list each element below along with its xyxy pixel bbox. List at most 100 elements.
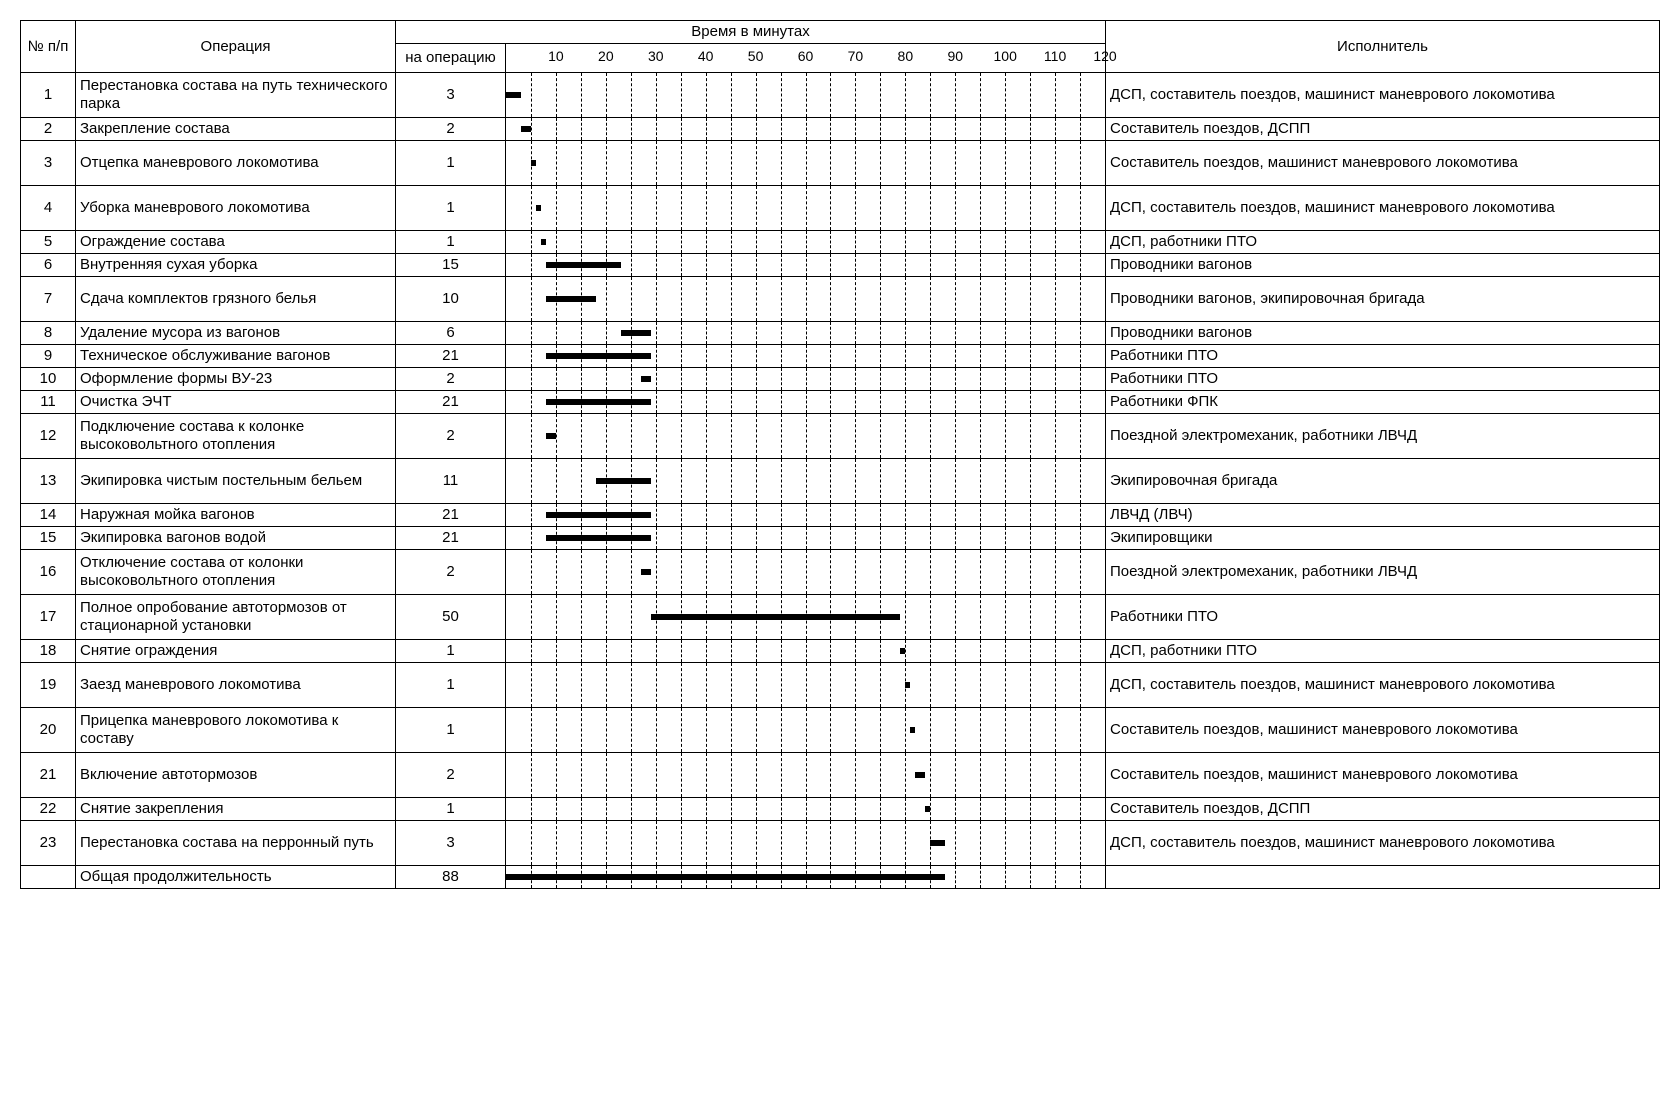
table-row: 17Полное опробование автотормозов от ста… xyxy=(21,595,1660,640)
duration-value: 3 xyxy=(396,821,506,866)
row-number: 17 xyxy=(21,595,76,640)
header-per-op: на операцию xyxy=(396,44,506,73)
duration-value: 50 xyxy=(396,595,506,640)
table-row: 2Закрепление состава2Составитель поездов… xyxy=(21,118,1660,141)
row-number: 11 xyxy=(21,391,76,414)
gantt-bar xyxy=(621,330,651,336)
operation-name: Ограждение состава xyxy=(76,231,396,254)
gantt-bar xyxy=(596,478,651,484)
gantt-cell xyxy=(506,254,1106,277)
table-row: 19Заезд маневрового локомотива1ДСП, сост… xyxy=(21,663,1660,708)
gantt-bar xyxy=(900,648,905,654)
duration-value: 1 xyxy=(396,663,506,708)
gantt-cell xyxy=(506,753,1106,798)
gantt-cell xyxy=(506,821,1106,866)
gantt-cell xyxy=(506,73,1106,118)
gantt-cell xyxy=(506,345,1106,368)
table-row: 8Удаление мусора из вагонов6Проводники в… xyxy=(21,322,1660,345)
table-row: 3Отцепка маневрового локомотива1Составит… xyxy=(21,141,1660,186)
header-executor: Исполнитель xyxy=(1106,21,1660,73)
gantt-bar xyxy=(546,433,556,439)
operation-name: Отключение состава от колонки высоковоль… xyxy=(76,550,396,595)
operation-name: Уборка маневрового локомотива xyxy=(76,186,396,231)
operation-name: Перестановка состава на путь техническог… xyxy=(76,73,396,118)
operation-name: Перестановка состава на перронный путь xyxy=(76,821,396,866)
row-number: 20 xyxy=(21,708,76,753)
tick-label: 100 xyxy=(993,48,1016,65)
duration-value: 2 xyxy=(396,118,506,141)
row-number: 5 xyxy=(21,231,76,254)
duration-value: 21 xyxy=(396,391,506,414)
executor-name: Работники ПТО xyxy=(1106,368,1660,391)
executor-name: Составитель поездов, машинист маневровог… xyxy=(1106,753,1660,798)
row-number: 18 xyxy=(21,640,76,663)
gantt-cell xyxy=(506,322,1106,345)
executor-name: Поездной электромеханик, работники ЛВЧД xyxy=(1106,414,1660,459)
gantt-cell xyxy=(506,231,1106,254)
operation-name: Наружная мойка вагонов xyxy=(76,504,396,527)
row-number: 21 xyxy=(21,753,76,798)
tick-label: 10 xyxy=(548,48,564,65)
gantt-bar xyxy=(546,353,651,359)
gantt-bar xyxy=(641,376,651,382)
row-number: 9 xyxy=(21,345,76,368)
operation-name: Сдача комплектов грязного белья xyxy=(76,277,396,322)
table-row: 22Снятие закрепления1Составитель поездов… xyxy=(21,798,1660,821)
operation-name: Техническое обслуживание вагонов xyxy=(76,345,396,368)
gantt-cell xyxy=(506,186,1106,231)
header-row-1: № п/п Операция Время в минутах Исполните… xyxy=(21,21,1660,44)
row-number: 6 xyxy=(21,254,76,277)
duration-value: 21 xyxy=(396,504,506,527)
gantt-cell xyxy=(506,141,1106,186)
gantt-bar xyxy=(641,569,651,575)
row-number: 4 xyxy=(21,186,76,231)
operation-name: Экипировка чистым постельным бельем xyxy=(76,459,396,504)
gantt-bar xyxy=(506,92,521,98)
duration-value: 21 xyxy=(396,345,506,368)
operation-name: Снятие закрепления xyxy=(76,798,396,821)
operation-name: Включение автотормозов xyxy=(76,753,396,798)
gantt-cell xyxy=(506,118,1106,141)
gantt-bar xyxy=(546,296,596,302)
table-row: 9Техническое обслуживание вагонов21Работ… xyxy=(21,345,1660,368)
row-number: 1 xyxy=(21,73,76,118)
gantt-cell xyxy=(506,640,1106,663)
gantt-cell xyxy=(506,527,1106,550)
tick-label: 30 xyxy=(648,48,664,65)
executor-name: Проводники вагонов xyxy=(1106,254,1660,277)
operation-name: Внутренняя сухая уборка xyxy=(76,254,396,277)
duration-value: 1 xyxy=(396,708,506,753)
duration-value: 3 xyxy=(396,73,506,118)
table-row: 23Перестановка состава на перронный путь… xyxy=(21,821,1660,866)
gantt-bar xyxy=(546,535,651,541)
operation-name: Экипировка вагонов водой xyxy=(76,527,396,550)
table-row: 18Снятие ограждения1ДСП, работники ПТО xyxy=(21,640,1660,663)
header-operation: Операция xyxy=(76,21,396,73)
executor-name: Проводники вагонов, экипировочная бригад… xyxy=(1106,277,1660,322)
gantt-bar xyxy=(925,806,930,812)
row-number: 12 xyxy=(21,414,76,459)
duration-value: 2 xyxy=(396,368,506,391)
executor-name: Проводники вагонов xyxy=(1106,322,1660,345)
gantt-bar xyxy=(531,160,536,166)
total-executor xyxy=(1106,866,1660,889)
gantt-cell xyxy=(506,504,1106,527)
table-row: 10Оформление формы ВУ-232 Работники ПТО xyxy=(21,368,1660,391)
table-row: 15Экипировка вагонов водой21Экипировщики xyxy=(21,527,1660,550)
table-row: 21Включение автотормозов2 Составитель пое… xyxy=(21,753,1660,798)
row-number: 3 xyxy=(21,141,76,186)
duration-value: 2 xyxy=(396,753,506,798)
executor-name: Работники ФПК xyxy=(1106,391,1660,414)
row-number: 14 xyxy=(21,504,76,527)
gantt-bar xyxy=(506,874,945,880)
operation-name: Очистка ЭЧТ xyxy=(76,391,396,414)
tick-label: 80 xyxy=(898,48,914,65)
executor-name: Составитель поездов, машинист маневровог… xyxy=(1106,708,1660,753)
table-row: 12Подключение состава к колонке высоково… xyxy=(21,414,1660,459)
table-row: 14Наружная мойка вагонов21ЛВЧД (ЛВЧ) xyxy=(21,504,1660,527)
table-row: 13Экипировка чистым постельным бельем11Э… xyxy=(21,459,1660,504)
table-row: 5Ограждение состава1ДСП, работники ПТО xyxy=(21,231,1660,254)
operation-name: Оформление формы ВУ-23 xyxy=(76,368,396,391)
row-number: 10 xyxy=(21,368,76,391)
row-number: 19 xyxy=(21,663,76,708)
